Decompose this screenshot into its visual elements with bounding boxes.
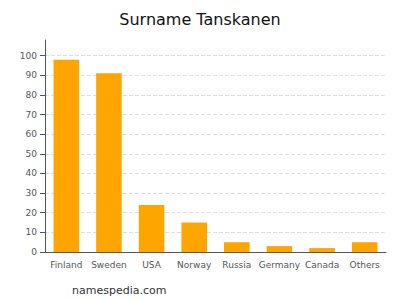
svg-text:Russia: Russia — [222, 260, 251, 270]
svg-text:30: 30 — [26, 188, 38, 198]
svg-text:70: 70 — [26, 110, 38, 120]
svg-text:100: 100 — [20, 51, 37, 61]
svg-text:80: 80 — [26, 90, 38, 100]
svg-text:20: 20 — [26, 208, 38, 218]
svg-text:namespedia.com: namespedia.com — [72, 284, 166, 297]
svg-text:Finland: Finland — [50, 260, 82, 270]
svg-text:USA: USA — [142, 260, 161, 270]
svg-text:Others: Others — [350, 260, 381, 270]
svg-text:Surname Tanskanen: Surname Tanskanen — [119, 10, 280, 29]
svg-text:10: 10 — [26, 227, 38, 237]
svg-text:Norway: Norway — [177, 260, 212, 270]
svg-text:Sweden: Sweden — [91, 260, 127, 270]
svg-text:Canada: Canada — [305, 260, 339, 270]
svg-text:90: 90 — [26, 70, 38, 80]
svg-text:40: 40 — [26, 168, 38, 178]
svg-text:50: 50 — [26, 149, 38, 159]
svg-text:Germany: Germany — [259, 260, 301, 270]
svg-text:60: 60 — [26, 129, 38, 139]
svg-text:0: 0 — [31, 247, 37, 257]
